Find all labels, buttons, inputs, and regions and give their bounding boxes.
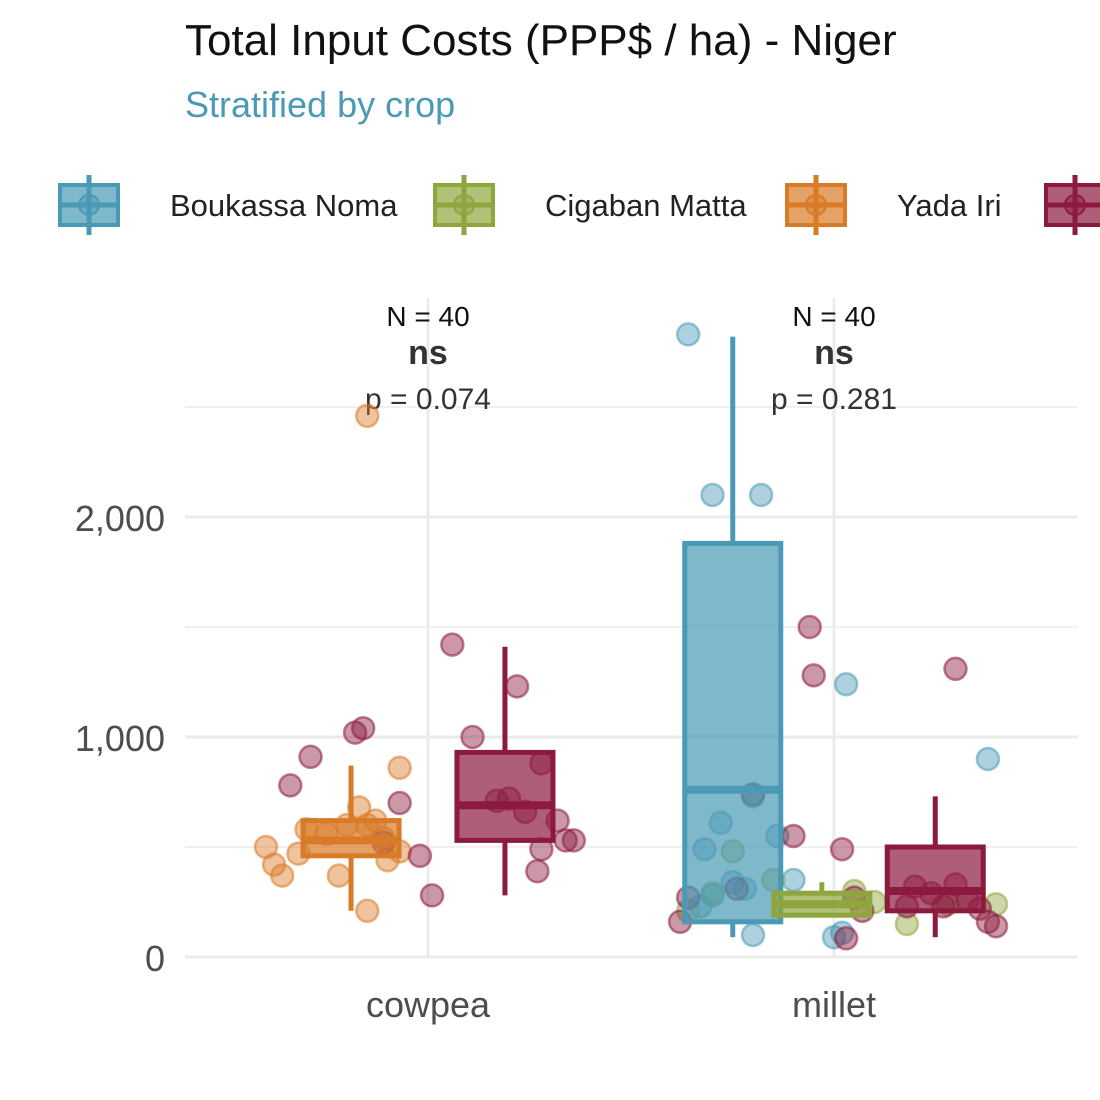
data-point — [561, 828, 587, 853]
data-point — [440, 632, 465, 657]
box-iqr — [454, 749, 556, 843]
legend-item: Cigaban Matta — [433, 175, 747, 235]
legend-label: Boukassa Noma — [170, 188, 398, 223]
data-point — [460, 724, 485, 750]
boxplot — [682, 336, 784, 938]
data-point — [298, 744, 323, 770]
grid — [185, 298, 1078, 959]
data-point — [833, 671, 859, 697]
data-point — [797, 614, 822, 640]
x-tick-label: cowpea — [366, 984, 491, 1025]
data-point — [943, 656, 968, 682]
chart-subtitle: Stratified by crop — [185, 84, 455, 125]
y-tick-label: 2,000 — [75, 498, 165, 539]
x-tick-label: millet — [792, 984, 876, 1025]
legend-key-point — [453, 194, 475, 216]
significance-label: ns — [408, 334, 448, 372]
n-label: N = 40 — [792, 301, 875, 332]
data-point — [975, 746, 1001, 772]
box-iqr — [682, 540, 784, 925]
axes: 0 1,000 2,000 cowpea millet — [75, 498, 876, 1025]
legend: Boukassa Noma Cigaban Matta Yada Iri — [58, 175, 1100, 235]
boxplot — [300, 765, 402, 911]
p-value-label: p = 0.074 — [365, 383, 491, 416]
box-iqr — [884, 844, 986, 914]
legend-item — [1044, 175, 1100, 235]
data-point — [781, 867, 806, 893]
data-point — [387, 755, 412, 781]
data-point — [278, 773, 303, 798]
boxplot — [771, 882, 873, 918]
data-point — [833, 926, 859, 951]
data-point — [801, 663, 826, 688]
legend-key-point — [78, 194, 100, 216]
legend-key-point — [1064, 194, 1086, 216]
data-point — [781, 823, 806, 849]
legend-label: Cigaban Matta — [545, 188, 747, 223]
boxplot — [454, 646, 556, 896]
data-point — [269, 863, 295, 888]
data-point — [700, 482, 725, 508]
data-point — [387, 790, 412, 816]
legend-item: Yada Iri — [785, 175, 1002, 235]
legend-key-point — [805, 194, 827, 216]
data-point — [748, 482, 774, 508]
n-label: N = 40 — [386, 301, 469, 332]
y-tick-label: 1,000 — [75, 718, 165, 759]
p-value-label: p = 0.281 — [771, 383, 897, 416]
legend-item: Boukassa Noma — [58, 175, 398, 235]
data-point — [829, 836, 855, 862]
y-tick-label: 0 — [145, 938, 165, 979]
data-point — [740, 922, 766, 948]
data-point — [407, 843, 433, 869]
data-point — [350, 715, 376, 741]
data-point — [675, 322, 701, 347]
boxplot — [884, 796, 986, 938]
boxplots — [300, 336, 986, 938]
data-point — [525, 858, 550, 884]
legend-label: Yada Iri — [897, 188, 1002, 223]
data-point — [983, 913, 1009, 939]
data-point — [504, 674, 530, 699]
data-point — [355, 403, 380, 429]
data-point — [355, 898, 380, 924]
data-point — [326, 863, 352, 888]
significance-label: ns — [814, 334, 854, 372]
data-point — [419, 883, 445, 908]
chart-title: Total Input Costs (PPP$ / ha) - Niger — [185, 16, 897, 65]
